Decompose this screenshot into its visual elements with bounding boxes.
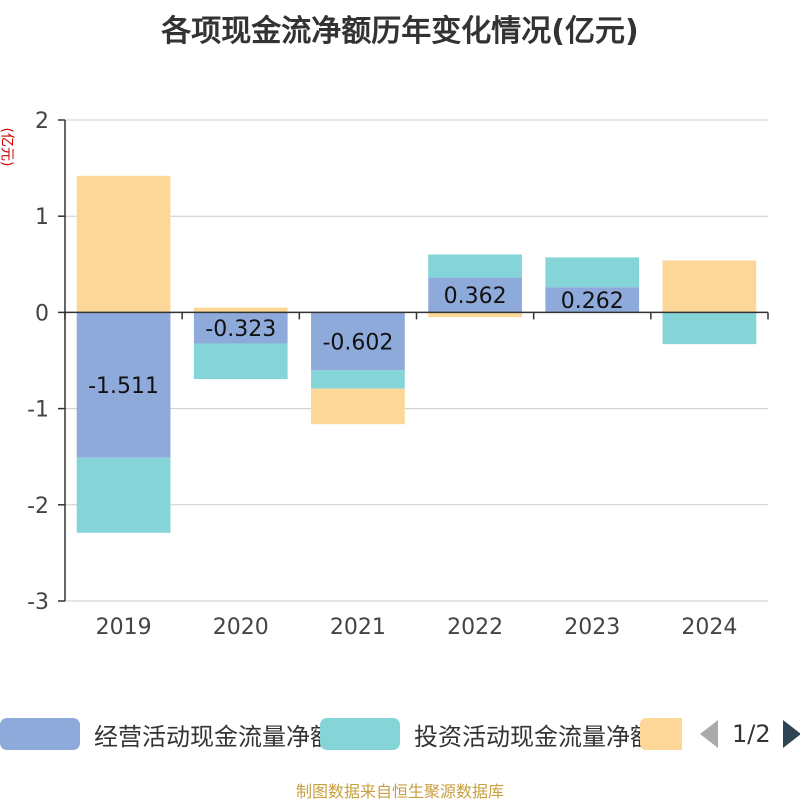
bar-2022-series-0	[428, 277, 522, 313]
chart-title: 各项现金流净额历年变化情况(亿元)	[161, 14, 639, 49]
x-tick-label-2021: 2021	[330, 615, 386, 640]
chevron-left-icon[interactable]	[700, 720, 718, 748]
bar-2020-series-1	[193, 343, 288, 380]
x-tick-label-2019: 2019	[96, 615, 152, 640]
legend-label-investing: 投资活动现金流量净额	[414, 722, 654, 751]
legend-swatch-financing	[640, 718, 682, 750]
bar-2023-series-1	[545, 257, 640, 288]
data-label-2019: -1.511	[88, 374, 159, 399]
chevron-right-icon[interactable]	[782, 720, 800, 748]
legend-swatch-operating	[0, 718, 80, 750]
legend-item-financing[interactable]	[640, 716, 682, 752]
legend-swatch-investing	[320, 718, 400, 750]
y-tick-label: 0	[35, 301, 49, 326]
data-label-2021: -0.602	[322, 330, 393, 355]
x-tick-label-2023: 2023	[564, 615, 620, 640]
bar-2024-series-1	[662, 312, 757, 345]
bar-2021-series-2	[311, 388, 405, 425]
bar-2023-series-0	[545, 287, 640, 313]
y-tick-label: 1	[35, 205, 49, 230]
bar-2021-series-1	[311, 370, 405, 389]
y-tick-label: -1	[27, 398, 49, 423]
legend-page-indicator: 1/2	[732, 720, 771, 748]
x-tick-label-2020: 2020	[213, 615, 269, 640]
bar-2019-series-1	[76, 457, 171, 533]
y-tick-label: 2	[35, 109, 49, 134]
legend-label-operating: 经营活动现金流量净额	[94, 722, 334, 751]
x-tick-label-2024: 2024	[681, 615, 737, 640]
x-tick-label-2022: 2022	[447, 615, 503, 640]
bar-2024-series-2	[662, 260, 757, 313]
bar-2022-series-2	[428, 312, 522, 318]
data-label-2020: -0.323	[205, 317, 276, 342]
bar-2020-series-0	[193, 312, 288, 344]
bar-2021-series-0	[311, 312, 405, 371]
bar-2019-series-0	[76, 312, 171, 458]
chart-plot: -1.511 -0.323 -0.602 0.362 0.262 2 1 0 -1 -2 -3 201…	[27, 109, 769, 640]
legend: 经营活动现金流量净额 投资活动现金流量净额	[0, 716, 800, 752]
data-label-2023: 0.262	[561, 289, 624, 314]
legend-item-investing[interactable]: 投资活动现金流量净额	[320, 716, 654, 752]
bar-2022-series-1	[428, 254, 522, 278]
data-label-2022: 0.362	[444, 284, 507, 309]
legend-pager: 1/2	[700, 716, 800, 752]
bar-2019-series-2	[76, 175, 171, 313]
y-tick-label: -2	[27, 494, 49, 519]
data-source-note: 制图数据来自恒生聚源数据库	[295, 782, 504, 801]
legend-item-operating[interactable]: 经营活动现金流量净额	[0, 716, 334, 752]
y-tick-label: -3	[27, 590, 49, 615]
bar-2020-series-2	[193, 307, 288, 313]
